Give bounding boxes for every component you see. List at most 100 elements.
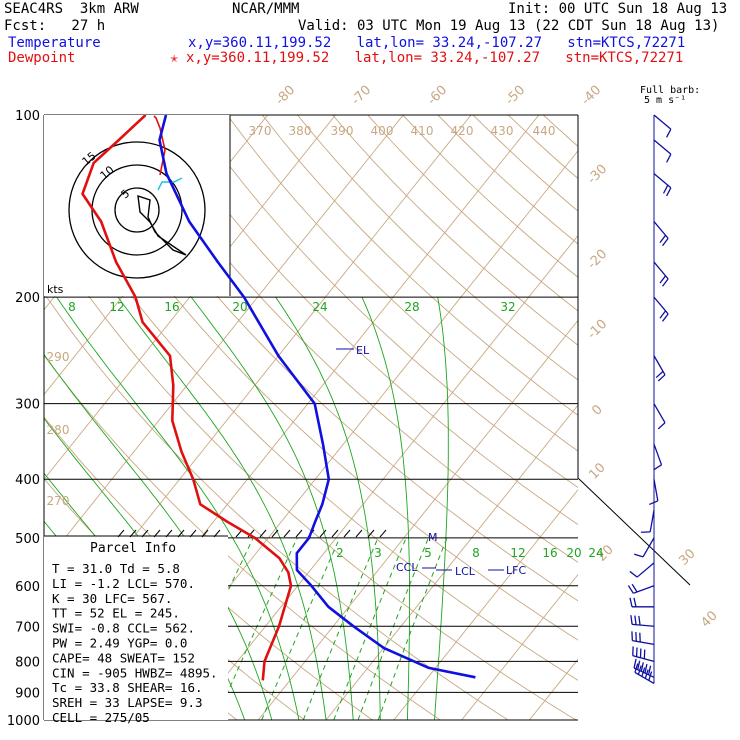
- barb-staff: [653, 173, 672, 189]
- pressure-tick-label: 300: [15, 398, 40, 413]
- dry-adiabat: [614, 115, 740, 720]
- dry-adiabat: [261, 115, 578, 416]
- hatch-mark: [343, 529, 351, 538]
- temperature-location: x,y=360.11,199.52 lat,lon= 33.24,-107.27…: [188, 35, 686, 51]
- barb-flag: [633, 597, 637, 607]
- barb-flag: [666, 128, 672, 138]
- barb-staff: [653, 261, 669, 280]
- hatch-mark: [355, 529, 363, 538]
- barb-flag: [644, 663, 648, 674]
- mixing-ratio-label: 3: [374, 546, 382, 560]
- parcel-info-row: SREH = 33 LAPSE= 9.3: [52, 695, 203, 710]
- barb-flag: [662, 278, 669, 287]
- wind-barb: [629, 597, 654, 608]
- mixing-ratio-line: [261, 537, 341, 720]
- barb-flag: [649, 500, 659, 506]
- wind-barb: [631, 631, 655, 646]
- forecast-hour: Fcst: 27 h: [4, 18, 106, 34]
- moist-adiabat-label: 8: [68, 300, 76, 314]
- dry-adiabat: [719, 115, 740, 720]
- plot-border: [577, 115, 691, 586]
- barb-flag: [637, 660, 641, 670]
- barb-flag: [666, 153, 672, 163]
- theta-label: 290: [47, 350, 70, 364]
- barb-flag: [634, 615, 637, 625]
- dry-adiabat: [684, 115, 740, 720]
- barb-staff: [633, 585, 655, 594]
- barb-staff: [649, 510, 655, 532]
- hatch-mark: [141, 529, 149, 538]
- isotherm: [461, 573, 578, 720]
- dry-adiabat: [297, 115, 578, 381]
- hatch-mark: [201, 529, 209, 538]
- barb-staff: [653, 114, 672, 130]
- isotherm-label: -80: [273, 83, 299, 109]
- dry-adiabat: [367, 115, 578, 312]
- parcel-info-row: CELL = 275/05: [52, 710, 150, 725]
- theta-label: 380: [289, 124, 312, 138]
- dry-adiabat: [191, 115, 578, 489]
- pressure-tick-label: 400: [15, 473, 40, 488]
- lfc-label: LFC: [506, 564, 526, 577]
- wind-barb: [630, 615, 655, 627]
- barb-flag: [634, 663, 639, 673]
- barb-flag: [638, 615, 641, 626]
- pressure-tick-label: 900: [15, 686, 40, 701]
- parcel-info-row: PW = 2.49 YGP= 0.0: [52, 636, 187, 651]
- parcel-annotations: EL LFC LCL CCL M: [336, 344, 526, 578]
- wind-barb: [653, 443, 663, 471]
- parcel-info-row: Tc = 33.8 SHEAR= 16.: [52, 680, 203, 695]
- pressure-tick-label: 600: [15, 580, 40, 595]
- hatch-mark: [129, 529, 137, 538]
- isotherm-label: -70: [349, 83, 375, 109]
- moist-adiabat-label: 20: [232, 300, 247, 314]
- hatch-mark: [189, 529, 197, 538]
- dry-adiabat: [44, 292, 509, 720]
- wind-barb: [640, 510, 655, 533]
- moist-adiabat-label: 32: [500, 300, 515, 314]
- barb-staff: [653, 139, 672, 155]
- hodograph-trace-cyan: [157, 177, 183, 191]
- wind-barb: [653, 221, 669, 247]
- barb-flag: [659, 275, 667, 284]
- dry-adiabat: [44, 165, 578, 681]
- init-time: Init: 00 UTC Sun 18 Aug 13: [508, 1, 728, 17]
- hodograph-trace-black: [137, 194, 187, 256]
- barb-staff: [653, 355, 666, 376]
- theta-label: 420: [451, 124, 474, 138]
- valid-time: Valid: 03 UTC Mon 19 Aug 13 (22 CDT Sun …: [298, 18, 720, 34]
- moist-adiabat-label: 24: [312, 300, 327, 314]
- barb-legend-line2: 5 m s⁻¹: [644, 95, 687, 106]
- mixing-ratio-line: [333, 537, 407, 720]
- hatch-mark: [165, 529, 173, 538]
- hatch-mark: [259, 529, 267, 538]
- parcel-info-row: TT = 52 EL = 245.: [52, 606, 180, 621]
- pressure-tick-label: 1000: [7, 714, 40, 729]
- pressure-tick-label: 100: [15, 109, 40, 124]
- wind-barb: [653, 173, 672, 197]
- moist-adiabat: [434, 297, 449, 720]
- moist-adiabat-label: 12: [109, 300, 124, 314]
- hatch-mark: [177, 529, 185, 538]
- dry-adiabat: [121, 115, 578, 563]
- barb-staff: [653, 296, 669, 315]
- moist-adiabat-label: 16: [164, 300, 179, 314]
- barb-flag: [633, 658, 637, 669]
- hodograph-ring: [68, 141, 206, 279]
- mixing-ratio-label: 12: [510, 546, 525, 560]
- theta-label: 400: [371, 124, 394, 138]
- wind-barb: [653, 355, 666, 382]
- barb-legend-line1: Full barb:: [640, 85, 701, 96]
- wind-barb: [653, 296, 669, 322]
- mixing-ratio-label: 8: [472, 546, 480, 560]
- hatch-mark: [379, 529, 387, 538]
- parcel-info-box: [44, 536, 228, 720]
- dewpoint-star-icon: ✭: [170, 50, 179, 66]
- hatch-mark: [117, 529, 125, 538]
- dry-adiabat: [226, 115, 578, 452]
- dry-adiabat: [51, 115, 578, 641]
- barb-staff: [653, 479, 659, 502]
- barb-flag: [659, 234, 667, 244]
- isotherm: [257, 319, 578, 720]
- temperature-trace: [158, 115, 476, 679]
